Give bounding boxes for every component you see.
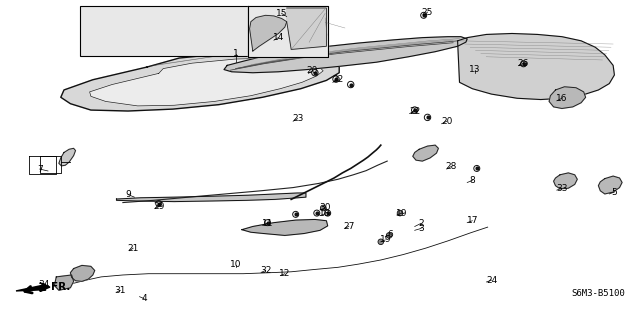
Polygon shape — [287, 8, 326, 49]
Circle shape — [321, 205, 326, 211]
Text: 12: 12 — [279, 269, 291, 278]
Text: S6M3-B5100: S6M3-B5100 — [572, 289, 625, 298]
Polygon shape — [413, 145, 438, 161]
Text: 19: 19 — [396, 209, 408, 218]
Text: 29: 29 — [153, 202, 164, 211]
Polygon shape — [248, 6, 328, 57]
Text: 19: 19 — [380, 235, 391, 244]
Text: 16: 16 — [556, 94, 568, 103]
Circle shape — [378, 239, 383, 245]
Text: 6: 6 — [388, 230, 393, 239]
Text: 28: 28 — [445, 162, 457, 171]
Text: 17: 17 — [467, 216, 478, 225]
Polygon shape — [61, 52, 339, 111]
Text: 30: 30 — [319, 204, 331, 212]
Polygon shape — [70, 265, 95, 281]
Polygon shape — [90, 58, 323, 106]
Text: 20: 20 — [307, 66, 318, 75]
Polygon shape — [250, 15, 287, 51]
Polygon shape — [54, 275, 74, 290]
Text: 34: 34 — [38, 280, 49, 289]
Text: 11: 11 — [262, 219, 273, 228]
Text: 4: 4 — [141, 294, 147, 303]
Text: 1: 1 — [233, 49, 238, 58]
Text: 25: 25 — [422, 8, 433, 17]
Text: 13: 13 — [469, 65, 481, 74]
Text: FR.: FR. — [51, 282, 70, 292]
Text: 10: 10 — [230, 260, 241, 269]
Text: 15: 15 — [276, 9, 287, 18]
Text: 23: 23 — [292, 114, 303, 123]
Polygon shape — [458, 33, 614, 100]
Polygon shape — [242, 219, 328, 235]
Polygon shape — [224, 37, 467, 73]
Text: 2: 2 — [419, 219, 424, 228]
Circle shape — [387, 233, 392, 238]
Text: 22: 22 — [409, 107, 420, 115]
Text: 26: 26 — [518, 59, 529, 68]
Circle shape — [397, 210, 403, 216]
Text: 24: 24 — [486, 276, 497, 285]
Polygon shape — [549, 87, 586, 108]
Polygon shape — [598, 176, 622, 194]
Text: 22: 22 — [332, 75, 344, 84]
Text: 3: 3 — [419, 224, 424, 233]
Text: 9: 9 — [125, 190, 131, 199]
Text: 21: 21 — [127, 244, 139, 253]
Text: 18: 18 — [319, 209, 331, 218]
Text: 8: 8 — [470, 176, 475, 185]
Polygon shape — [16, 283, 50, 291]
Bar — [80, 6, 248, 56]
Text: 14: 14 — [273, 33, 284, 42]
Text: 20: 20 — [441, 117, 452, 126]
Text: 31: 31 — [115, 286, 126, 295]
Polygon shape — [554, 173, 577, 189]
Text: 27: 27 — [343, 222, 355, 231]
Text: 33: 33 — [556, 184, 568, 193]
Polygon shape — [116, 193, 306, 202]
Text: 7: 7 — [37, 165, 42, 174]
Polygon shape — [59, 148, 76, 166]
Text: 32: 32 — [260, 266, 271, 275]
Text: 5: 5 — [612, 188, 617, 197]
